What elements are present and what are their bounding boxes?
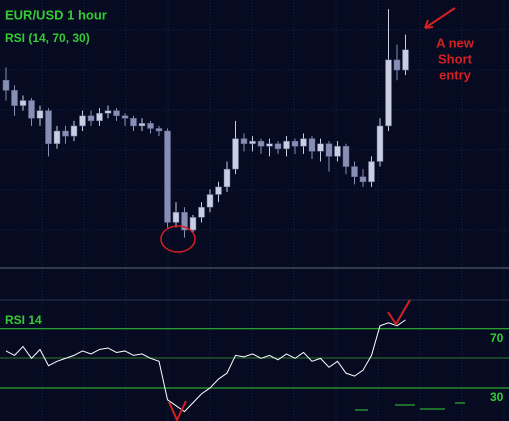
candle-body — [325, 143, 333, 157]
candle-body — [249, 140, 256, 144]
candle-body — [376, 125, 384, 162]
candle-body — [240, 138, 248, 144]
candle-body — [342, 145, 350, 167]
candle-body — [317, 143, 324, 152]
candle-body — [385, 59, 392, 127]
annotation: A new — [436, 35, 475, 50]
candle-body — [130, 118, 137, 127]
candle-body — [300, 138, 307, 147]
candle-body — [274, 143, 282, 150]
candle-body — [104, 110, 112, 114]
marks: 70 30 — [0, 9, 509, 413]
candle-body — [113, 110, 120, 117]
candle-body — [359, 176, 367, 183]
candle-body — [223, 168, 231, 188]
annotation: Short — [438, 51, 473, 66]
chart-title: EUR/USD 1 hour — [5, 7, 107, 22]
candle-body — [257, 140, 265, 147]
candle-body — [198, 206, 205, 218]
candle-body — [96, 112, 103, 122]
candle-body — [308, 138, 316, 152]
circle — [160, 225, 196, 253]
candle-body — [19, 100, 27, 106]
candle-body — [28, 100, 35, 119]
v-mark — [168, 400, 187, 421]
candle-body — [87, 115, 95, 122]
candle-body — [53, 130, 61, 144]
candle-body — [402, 49, 409, 71]
candle-body — [70, 125, 78, 137]
candle-body — [368, 161, 375, 183]
candle-body — [283, 140, 290, 150]
candle-body — [79, 115, 86, 127]
check-mark — [387, 299, 411, 326]
candle-body — [206, 194, 214, 208]
candle-body — [138, 123, 146, 127]
annotation: entry — [439, 67, 472, 82]
candle-body — [172, 212, 180, 223]
candle-body — [155, 128, 163, 132]
candle-body — [45, 110, 52, 144]
candle-body — [164, 130, 171, 223]
chart-subtitle: RSI (14, 70, 30) — [5, 31, 90, 45]
candle-body — [147, 123, 154, 129]
indicator-dashes — [355, 402, 465, 411]
candle-body — [351, 166, 358, 177]
candle-body — [181, 212, 188, 231]
candle-body — [36, 110, 44, 119]
rsi-line — [5, 319, 406, 413]
candle-body — [393, 59, 401, 71]
candle-body — [266, 143, 273, 147]
candle-body — [232, 138, 239, 170]
candle-body — [189, 217, 197, 231]
candle-body — [62, 130, 69, 137]
level-label: 70 — [490, 331, 504, 345]
rsi-title: RSI 14 — [5, 313, 42, 327]
level-label: 30 — [490, 390, 504, 404]
candle-body — [215, 186, 222, 195]
candle-body — [121, 115, 129, 119]
candle-body — [2, 79, 10, 91]
arrow — [424, 7, 456, 29]
candle-body — [334, 145, 341, 157]
candle-body — [11, 90, 18, 106]
candle-body — [291, 140, 299, 147]
